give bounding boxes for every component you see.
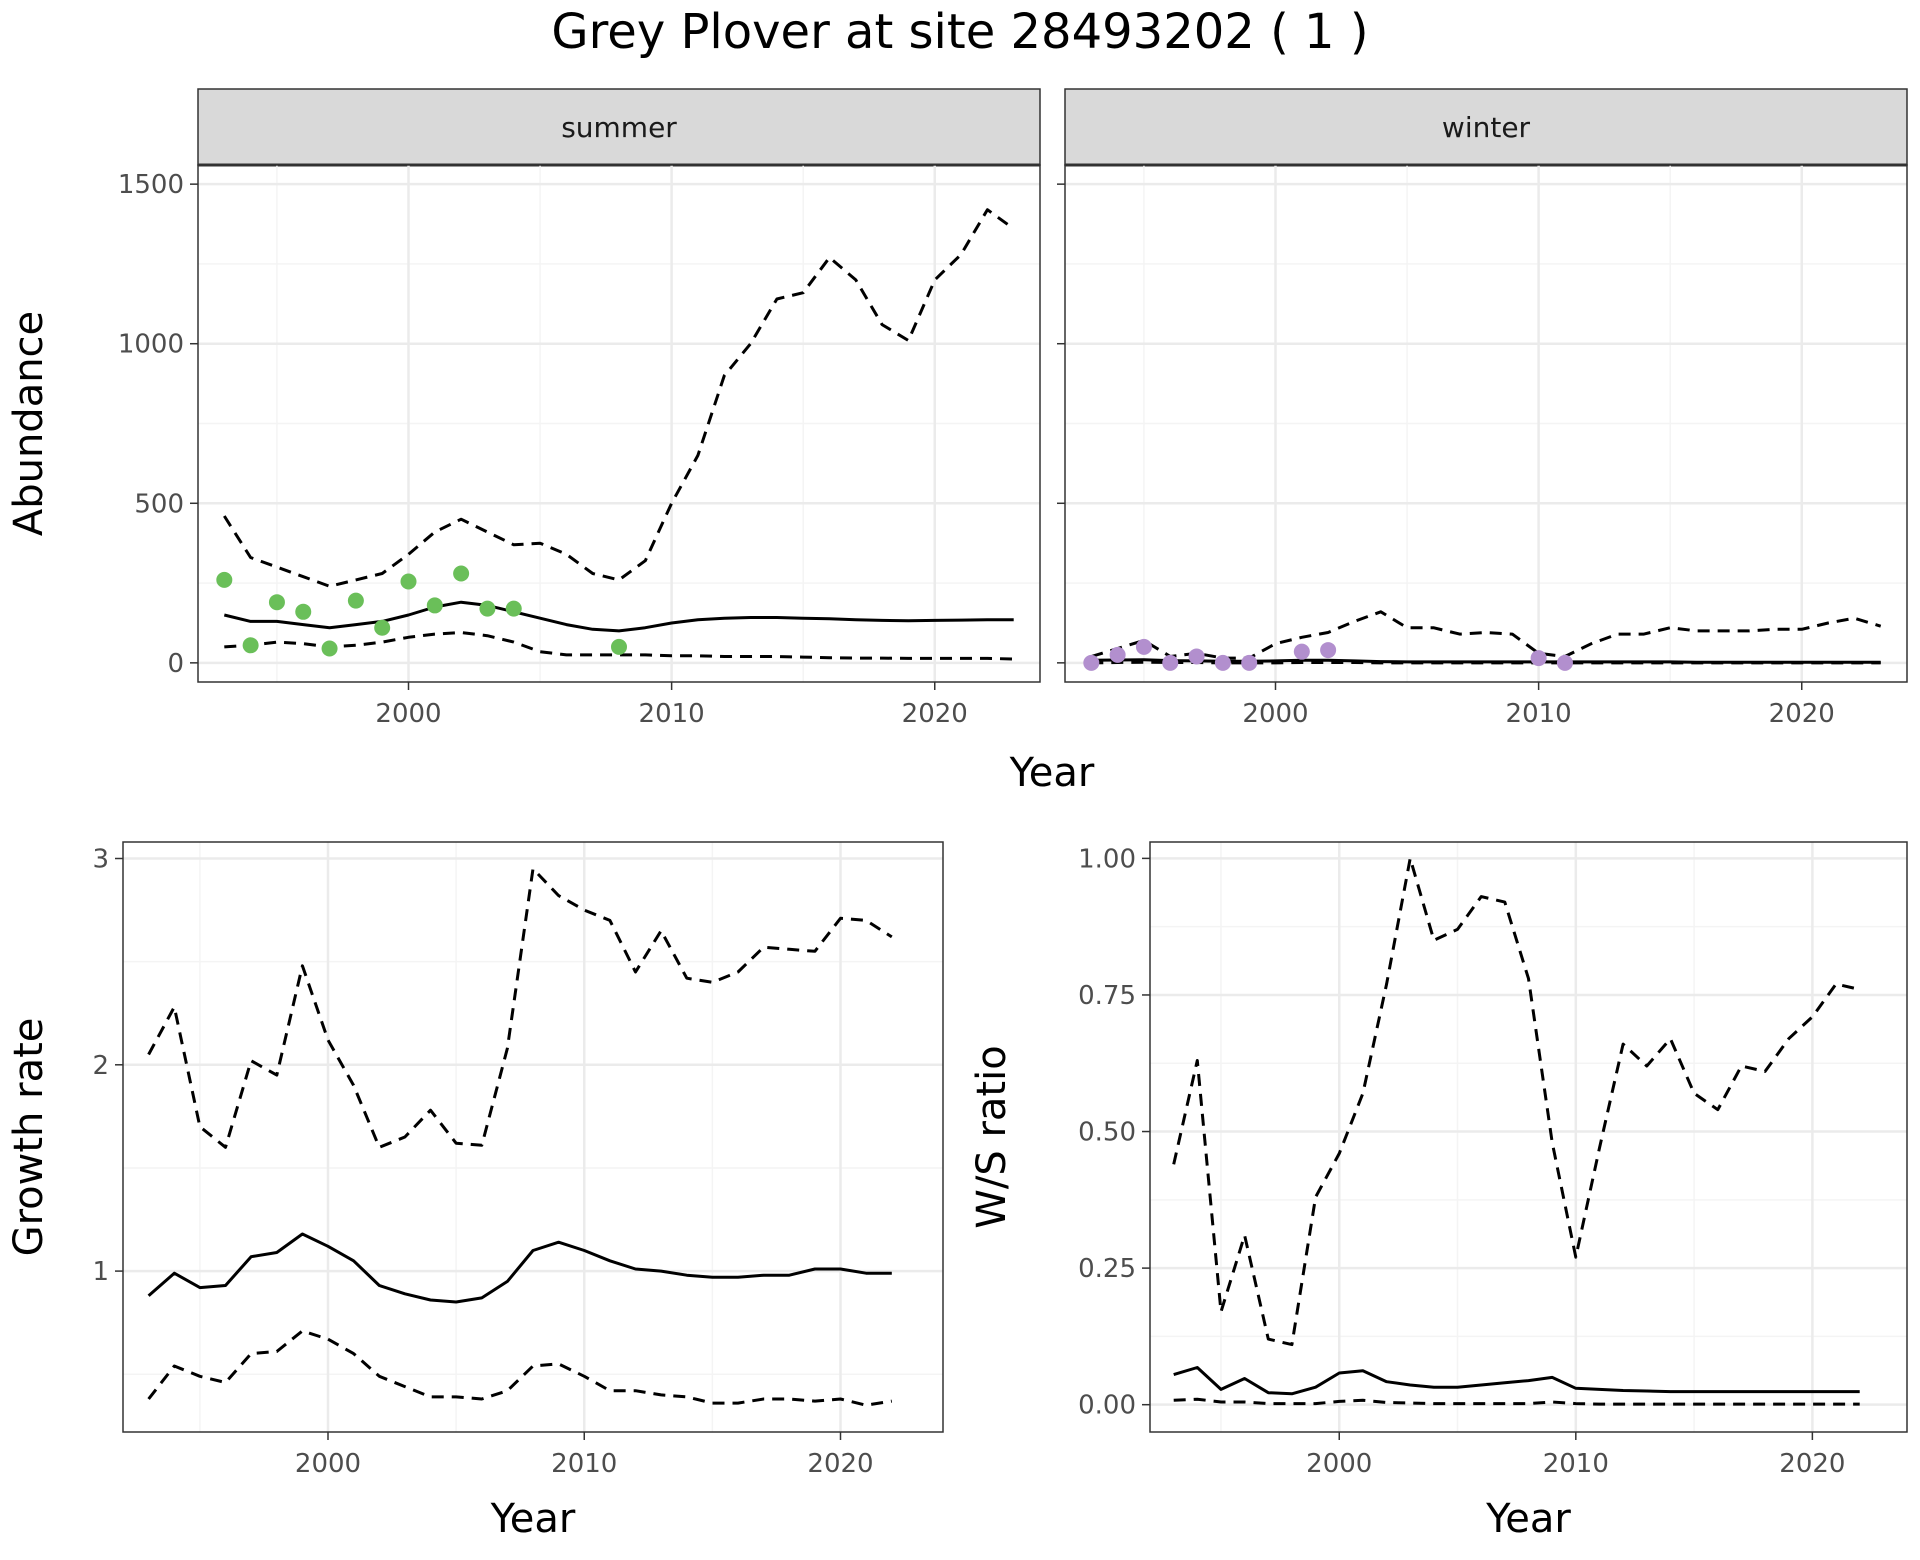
series-line-lower — [1173, 1397, 1860, 1406]
panel-border — [122, 841, 944, 1433]
observed-count-point — [453, 565, 470, 582]
observed-count-point — [1214, 654, 1231, 671]
x-tick-label: 2000 — [375, 699, 441, 729]
x-tick-label: 2010 — [551, 1449, 617, 1479]
observed-count-point — [347, 592, 364, 609]
panel-growth: 2000 2010 2020 1 2 3 Growth rate Year — [6, 841, 944, 1542]
y-tick-label: 0 — [167, 649, 184, 679]
observed-count-point — [479, 600, 496, 617]
observed-count-point — [611, 638, 627, 655]
y-tick-label: 1500 — [118, 170, 184, 200]
y-axis-title: Growth rate — [6, 1018, 52, 1257]
observed-count-point — [1109, 646, 1126, 663]
y-tick-label: 0.00 — [1078, 1391, 1136, 1421]
observed-count-point — [1241, 654, 1258, 671]
y-tick-label: 0.50 — [1078, 1118, 1136, 1148]
observed-count-point — [426, 597, 443, 614]
observed-count-point — [1188, 648, 1205, 665]
panel-border — [197, 164, 1041, 683]
chart-title: Grey Plover at site 28493202 ( 1 ) — [551, 4, 1368, 60]
x-tick-label: 2000 — [1306, 1449, 1372, 1479]
facet-strip-summer — [197, 88, 1041, 166]
observed-count-point — [216, 571, 233, 588]
grid — [198, 165, 1040, 682]
series-line-lower — [224, 631, 1014, 661]
grid — [123, 842, 943, 1432]
observed-count-point — [1556, 654, 1573, 671]
y-tick-label: 1.00 — [1078, 844, 1136, 874]
observed-count-point — [268, 594, 285, 611]
series-line-upper — [1090, 610, 1882, 660]
y-tick-label: 500 — [134, 489, 184, 519]
x-tick-label: 2020 — [807, 1449, 873, 1479]
y-tick-label: 0.25 — [1078, 1254, 1136, 1284]
observed-count-point — [400, 573, 417, 590]
facet-strip-winter — [1064, 88, 1908, 166]
x-tick-label: 2000 — [1242, 699, 1308, 729]
y-tick-label: 0.75 — [1078, 981, 1136, 1011]
y-tick-label: 1000 — [118, 330, 184, 360]
y-axis-title: Abundance — [6, 311, 52, 536]
x-tick-label: 2020 — [1769, 699, 1835, 729]
grid — [1065, 165, 1907, 682]
panel-ratio: 2000 2010 2020 0.00 0.25 0.50 0.75 1.00 W/S rati… — [969, 841, 1908, 1542]
observed-count-point — [242, 637, 259, 654]
x-axis-title: Year — [1009, 750, 1095, 796]
series-line-estimate — [223, 600, 1014, 633]
panel-winter: winter 2000 2010 2020 — [1057, 88, 1908, 729]
x-tick-label: 2010 — [639, 699, 705, 729]
series-line-upper — [147, 867, 893, 1149]
x-axis-title: Year — [1485, 1496, 1571, 1542]
observed-count-point — [1293, 643, 1310, 660]
y-tick-label: 2 — [92, 1051, 109, 1081]
observed-count-point — [1162, 654, 1179, 671]
x-tick-label: 2020 — [1779, 1449, 1845, 1479]
y-tick-label: 3 — [92, 845, 109, 875]
x-tick-label: 2000 — [295, 1449, 361, 1479]
observed-count-point — [374, 619, 391, 636]
facet-strip-label: winter — [1442, 111, 1531, 144]
observed-count-point — [505, 600, 522, 617]
grid — [1150, 842, 1907, 1432]
observed-count-point — [1320, 642, 1337, 659]
facet-strip-label: summer — [561, 111, 677, 144]
y-axis-title: W/S ratio — [969, 1045, 1015, 1228]
x-tick-label: 2010 — [1506, 699, 1572, 729]
observed-count-point — [321, 640, 338, 657]
panel-border — [1064, 164, 1908, 683]
series-line-upper — [223, 208, 1015, 588]
panel-summer: summer 2000 2010 2020 0 500 1000 1500 Abundance Y… — [6, 88, 1095, 796]
observed-count-point — [1083, 654, 1100, 671]
series-line-upper — [1172, 856, 1861, 1347]
series-line-estimate — [147, 1232, 892, 1304]
observed-count-point — [1530, 650, 1547, 667]
y-tick-label: 1 — [92, 1257, 109, 1287]
series-line-lower — [147, 1329, 893, 1407]
x-tick-label: 2020 — [902, 699, 968, 729]
x-axis-title: Year — [490, 1496, 576, 1542]
x-tick-label: 2010 — [1543, 1449, 1609, 1479]
panel-border — [1149, 841, 1908, 1433]
series-line-estimate — [1173, 1366, 1860, 1396]
observed-count-point — [295, 603, 312, 620]
observed-count-point — [1135, 638, 1152, 655]
